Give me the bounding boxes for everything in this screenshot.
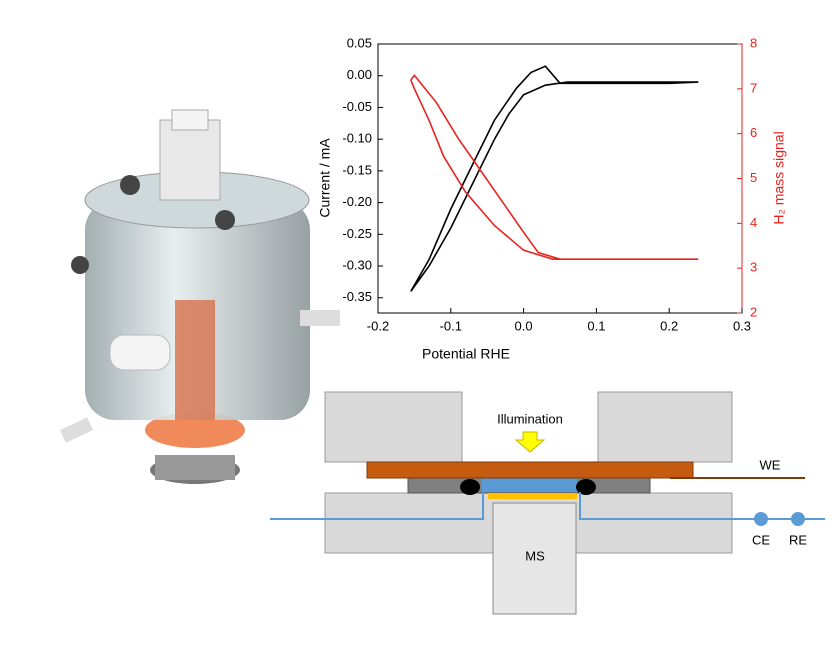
y2-axis-label: H₂ mass signal	[771, 131, 787, 224]
x-tick-label: 0.3	[733, 318, 751, 333]
y2-tick-label: 5	[750, 170, 757, 185]
y-tick-label: 0.05	[347, 35, 372, 50]
ms-label: MS	[525, 548, 545, 563]
y-tick-label: 0.00	[347, 67, 372, 82]
y2-tick-label: 8	[750, 35, 757, 50]
y2-tick-label: 4	[750, 215, 757, 230]
plot-frame	[377, 43, 743, 314]
cell-diagram: Illumination WE CE RE MS	[270, 391, 825, 615]
y2-tick-label: 6	[750, 125, 757, 140]
y-axis-label: Current / mA	[317, 138, 333, 218]
x-tick-label: 0.1	[587, 318, 605, 333]
y-tick-label: -0.30	[342, 257, 372, 272]
y2-tick-label: 2	[750, 304, 757, 319]
illumination-label: Illumination	[497, 411, 563, 426]
we-label: WE	[760, 457, 781, 472]
x-axis-label: Potential RHE	[422, 346, 510, 362]
x-tick-label: -0.2	[367, 318, 389, 333]
y2-tick-label: 3	[750, 260, 757, 275]
cell-photo	[59, 109, 340, 484]
y-tick-label: -0.15	[342, 162, 372, 177]
ce-label: CE	[752, 532, 770, 547]
y-tick-label: -0.25	[342, 226, 372, 241]
x-tick-label: 0.0	[515, 318, 533, 333]
y-tick-label: -0.35	[342, 289, 372, 304]
y-tick-label: -0.20	[342, 194, 372, 209]
x-tick-label: -0.1	[440, 318, 462, 333]
y-tick-label: -0.10	[342, 131, 372, 146]
series-line	[410, 65, 699, 292]
x-tick-label: 0.2	[660, 318, 678, 333]
series-line	[410, 74, 699, 260]
re-label: RE	[789, 532, 807, 547]
y2-tick-label: 7	[750, 80, 757, 95]
y-tick-label: -0.05	[342, 99, 372, 114]
